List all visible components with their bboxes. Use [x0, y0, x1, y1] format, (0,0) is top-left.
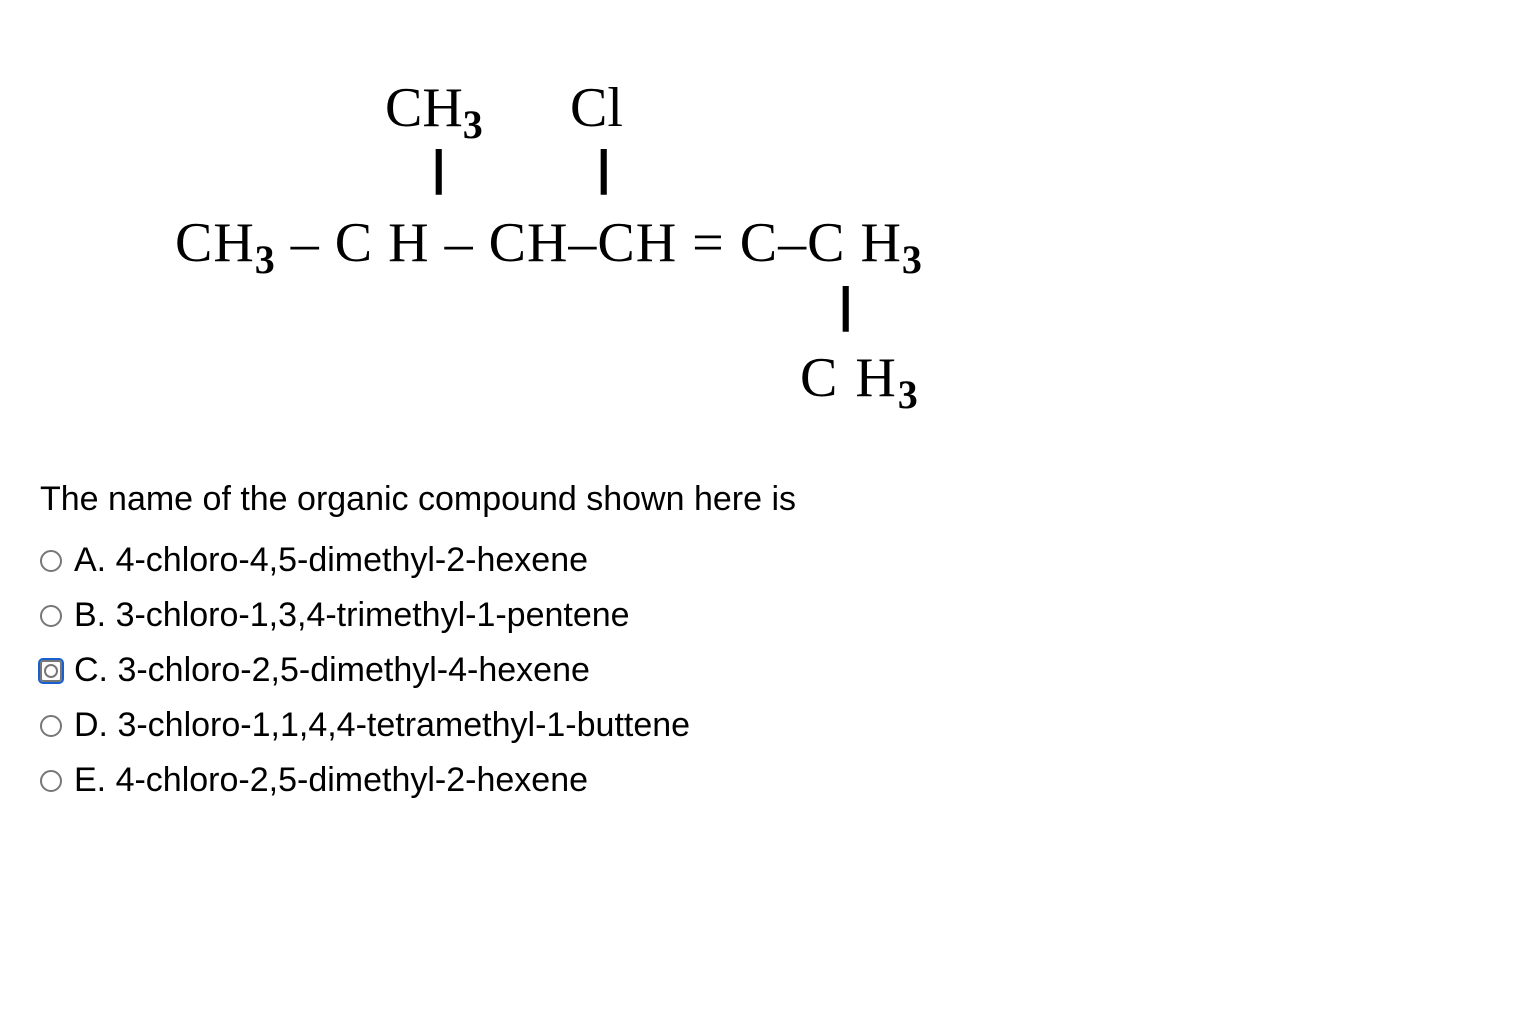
radio-icon[interactable] [40, 770, 62, 792]
chain-part-1: CH [175, 212, 255, 274]
options-list: A. 4-chloro-4,5-dimethyl-2-hexene B. 3-c… [40, 541, 1478, 800]
option-label: E. 4-chloro-2,5-dimethyl-2-hexene [74, 761, 588, 800]
page: CH3 Cl | | CH3 – C H – CH–CH = C–C H3 | … [0, 0, 1518, 840]
vbond-ch3: | [432, 145, 445, 193]
radio-icon[interactable] [40, 660, 62, 682]
atom-bottom-ch3: C H3 [800, 350, 920, 415]
atom-sub: 3 [898, 372, 920, 417]
option-d[interactable]: D. 3-chloro-1,1,4,4-tetramethyl-1-butten… [40, 706, 1478, 745]
atom-sub: 3 [463, 102, 483, 147]
vbond-bottom: | [839, 282, 852, 330]
option-e[interactable]: E. 4-chloro-2,5-dimethyl-2-hexene [40, 761, 1478, 800]
atom-text: CH [385, 77, 463, 139]
radio-inner [44, 664, 58, 678]
vbond-cl: | [597, 145, 610, 193]
atom-text: C H [800, 347, 898, 409]
option-b[interactable]: B. 3-chloro-1,3,4-trimethyl-1-pentene [40, 596, 1478, 635]
question-text: The name of the organic compound shown h… [40, 480, 1478, 519]
chain-sub-1: 3 [255, 237, 276, 282]
chain-sub-2: 3 [902, 237, 923, 282]
atom-top-cl: Cl [570, 80, 623, 136]
molecule-diagram: CH3 Cl | | CH3 – C H – CH–CH = C–C H3 | … [120, 50, 1120, 450]
radio-icon[interactable] [40, 550, 62, 572]
option-c[interactable]: C. 3-chloro-2,5-dimethyl-4-hexene [40, 651, 1478, 690]
option-label: B. 3-chloro-1,3,4-trimethyl-1-pentene [74, 596, 630, 635]
option-a[interactable]: A. 4-chloro-4,5-dimethyl-2-hexene [40, 541, 1478, 580]
atom-top-ch3: CH3 [385, 80, 483, 145]
chain-part-2: – C H – CH–CH = C–C H [276, 212, 902, 274]
main-chain: CH3 – C H – CH–CH = C–C H3 [175, 215, 923, 280]
option-label: A. 4-chloro-4,5-dimethyl-2-hexene [74, 541, 588, 580]
radio-icon[interactable] [40, 605, 62, 627]
option-label: D. 3-chloro-1,1,4,4-tetramethyl-1-butten… [74, 706, 690, 745]
atom-text: Cl [570, 77, 623, 139]
radio-icon[interactable] [40, 715, 62, 737]
option-label: C. 3-chloro-2,5-dimethyl-4-hexene [74, 651, 590, 690]
